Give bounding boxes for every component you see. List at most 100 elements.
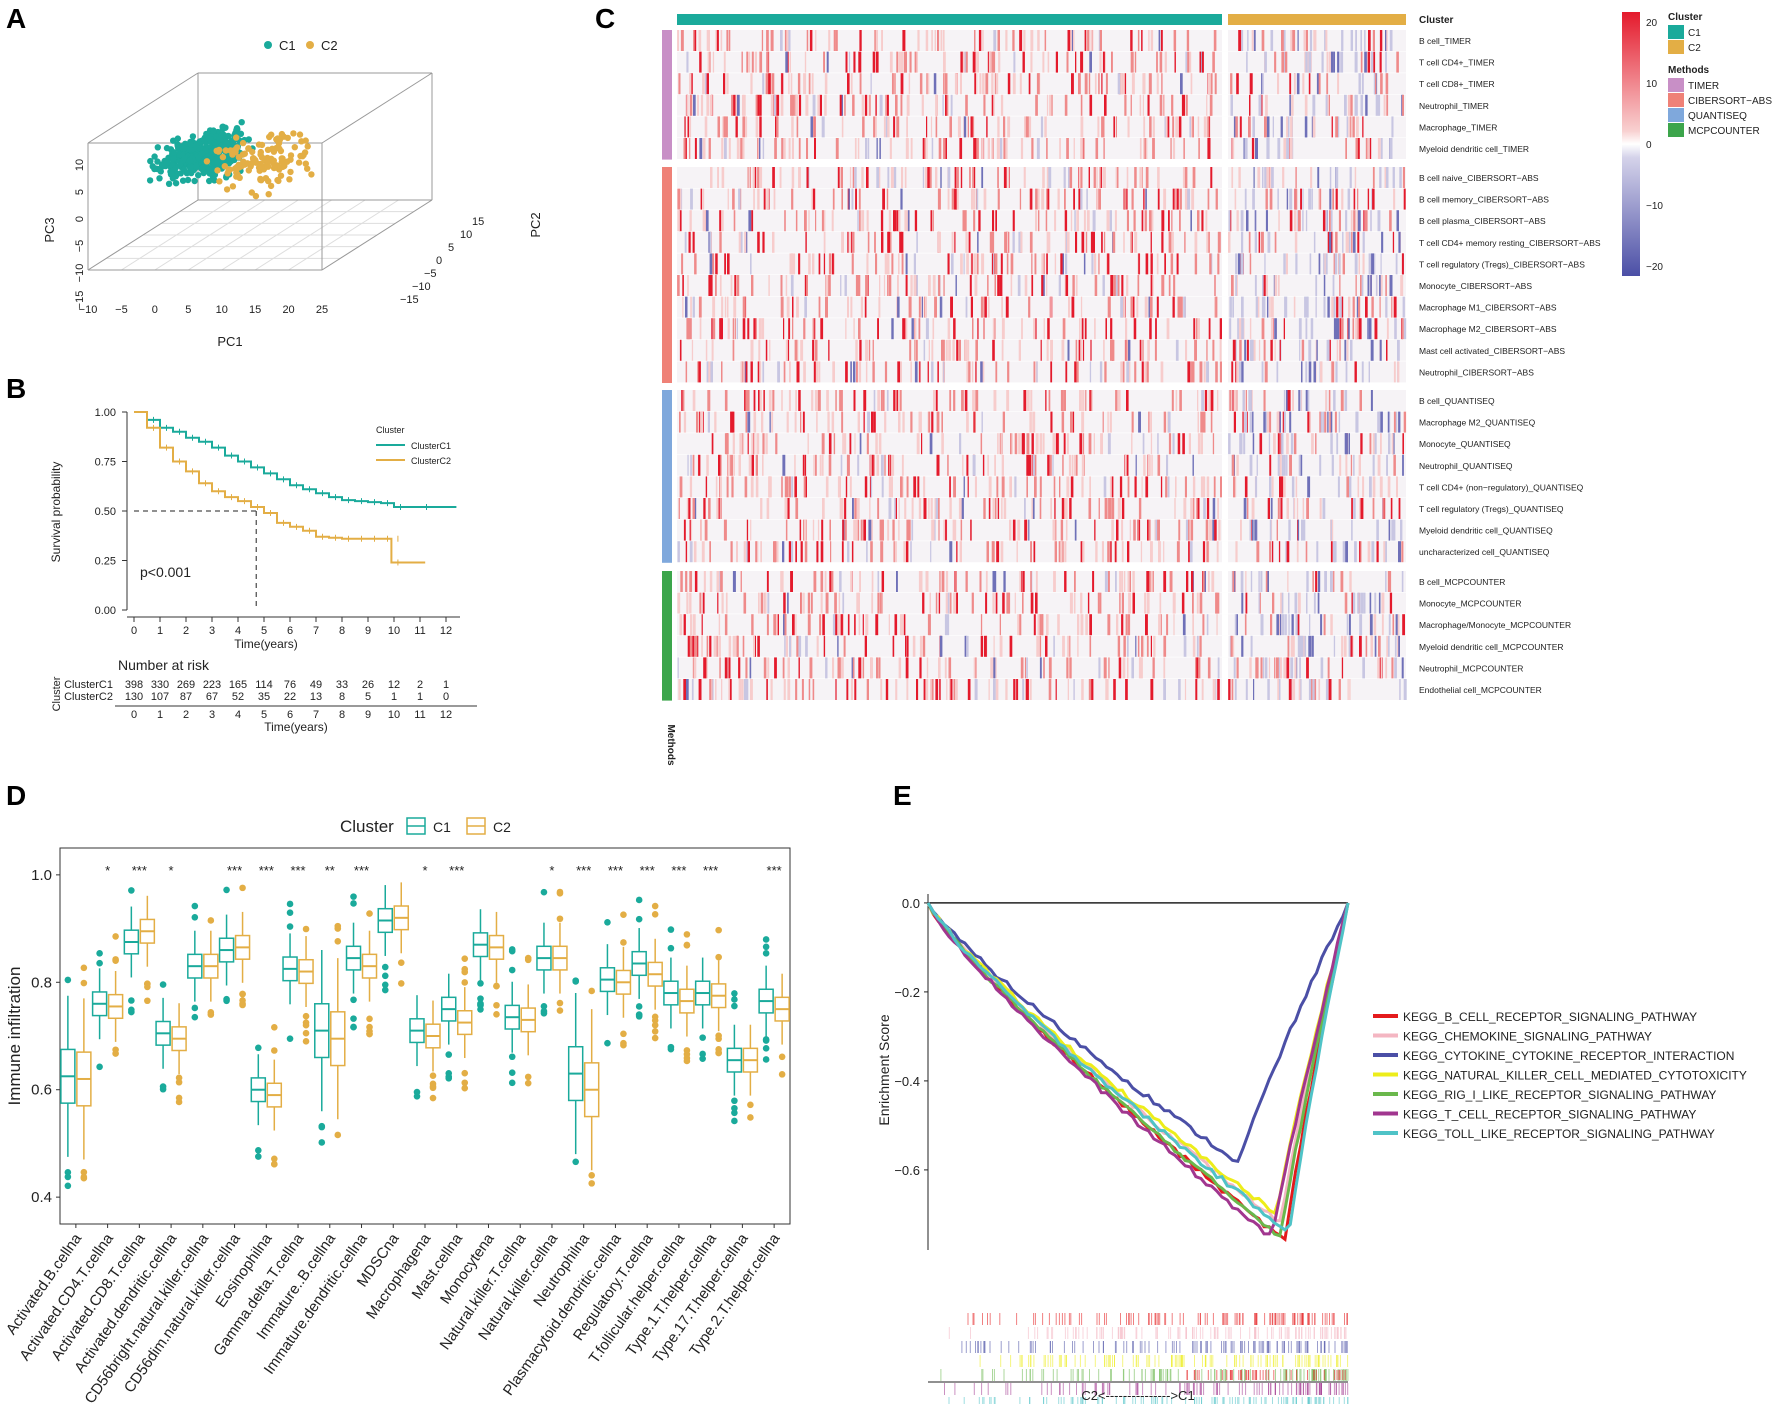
- heatmap-cell: [1094, 73, 1097, 95]
- heatmap-cell: [1143, 116, 1146, 138]
- heatmap-cell: [1310, 679, 1313, 700]
- heatmap-cell: [933, 73, 937, 95]
- heatmap-cell: [762, 433, 765, 455]
- heatmap-cell: [844, 519, 847, 541]
- heatmap-cell: [679, 476, 683, 498]
- heatmap-cell: [759, 51, 763, 73]
- scatter-point-C2: [298, 138, 305, 145]
- heatmap-cell: [995, 679, 999, 700]
- heatmap-cell: [1214, 275, 1216, 296]
- heatmap-cell: [1235, 253, 1237, 275]
- heatmap-cell: [1134, 51, 1137, 73]
- box-outlier: [540, 888, 548, 896]
- heatmap-cell: [968, 361, 971, 383]
- heatmap-cell: [941, 571, 945, 592]
- heatmap-cell: [1394, 635, 1397, 657]
- heatmap-cell: [1256, 541, 1260, 563]
- box-outlier: [128, 887, 135, 894]
- z-axis-label: PC2: [528, 212, 543, 237]
- heatmap-cell: [1124, 94, 1127, 116]
- heatmap-cell: [1001, 498, 1003, 519]
- heatmap-cell: [690, 614, 693, 636]
- heatmap-cell: [917, 476, 920, 498]
- box-outlier: [366, 1015, 373, 1023]
- heatmap-cell: [701, 541, 705, 563]
- heatmap-cell: [753, 390, 756, 411]
- heatmap-cell: [721, 592, 724, 614]
- heatmap-cell: [740, 138, 743, 159]
- heatmap-cell: [795, 210, 798, 232]
- heatmap-cell: [885, 116, 888, 138]
- heatmap-cell: [1403, 188, 1406, 210]
- heatmap-cell: [747, 318, 750, 340]
- heatmap-cell: [1308, 361, 1312, 383]
- risk-x-tick: 9: [365, 709, 371, 721]
- heatmap-cell: [680, 30, 684, 51]
- heatmap-cell: [997, 167, 999, 188]
- heatmap-cell: [1000, 94, 1004, 116]
- colorbar-tick: −20: [1646, 262, 1663, 273]
- scatter-point-C1: [172, 165, 179, 172]
- heatmap-cell: [997, 30, 1000, 51]
- heatmap-cell: [748, 210, 752, 232]
- heatmap-cell: [1215, 188, 1218, 210]
- heatmap-cell: [916, 433, 920, 455]
- heatmap-cell: [1386, 167, 1389, 188]
- heatmap-cell: [743, 592, 747, 614]
- scatter-point-C1: [184, 176, 192, 184]
- heatmap-cell: [1352, 116, 1355, 138]
- heatmap-cell: [1283, 318, 1285, 340]
- heatmap-cell: [704, 116, 708, 138]
- heatmap-cell: [832, 657, 835, 679]
- heatmap-cell: [951, 231, 954, 253]
- heatmap-cell: [727, 253, 730, 275]
- heatmap-cell: [999, 138, 1003, 159]
- heatmap-cell: [1310, 318, 1314, 340]
- heatmap-cell: [1065, 519, 1068, 541]
- heatmap-cell: [942, 94, 944, 116]
- heatmap-cell: [972, 167, 974, 188]
- heatmap-cell: [996, 541, 1000, 563]
- box-outlier: [524, 954, 532, 962]
- heatmap-cell: [1058, 275, 1061, 296]
- heatmap-cell: [934, 30, 936, 51]
- heatmap-cell: [987, 296, 990, 318]
- box-outlier: [64, 1169, 72, 1176]
- heatmap-cell: [796, 635, 799, 657]
- heatmap-split: [1222, 361, 1228, 383]
- heatmap-cell: [1036, 635, 1040, 657]
- heatmap-cell: [840, 94, 843, 116]
- heatmap-cell: [1356, 296, 1359, 318]
- heatmap-cell: [1298, 454, 1301, 476]
- box-outlier: [651, 1021, 659, 1029]
- heatmap-cell: [1295, 167, 1297, 188]
- heatmap-cell: [869, 476, 872, 498]
- heatmap-cell: [742, 318, 746, 340]
- box-outlier: [128, 997, 135, 1004]
- heatmap-cell: [1315, 275, 1318, 296]
- heatmap-cell: [935, 390, 938, 411]
- heatmap-cell: [716, 571, 720, 592]
- heatmap-cell: [1239, 339, 1242, 361]
- heatmap-cell: [992, 318, 995, 340]
- heatmap-cell: [679, 614, 683, 636]
- heatmap-cell: [808, 679, 811, 700]
- heatmap-cell: [983, 318, 985, 340]
- heatmap-cell: [1259, 592, 1261, 614]
- heatmap-cell: [961, 390, 964, 411]
- heatmap-cell: [1073, 138, 1075, 159]
- heatmap-cell: [757, 138, 759, 159]
- heatmap-cell: [895, 94, 898, 116]
- heatmap-cell: [903, 614, 906, 636]
- heatmap-cell: [1215, 361, 1218, 383]
- heatmap-cell: [761, 318, 765, 340]
- z-tick-label: 10: [460, 229, 472, 241]
- heatmap-cell: [738, 679, 742, 700]
- scatter-point-C1: [154, 158, 161, 165]
- heatmap-cell: [803, 361, 806, 383]
- heatmap-cell: [812, 339, 815, 361]
- heatmap-cell: [1274, 231, 1277, 253]
- heatmap-cell: [931, 519, 934, 541]
- heatmap-cell: [686, 592, 689, 614]
- scatter-point-C2: [274, 176, 281, 184]
